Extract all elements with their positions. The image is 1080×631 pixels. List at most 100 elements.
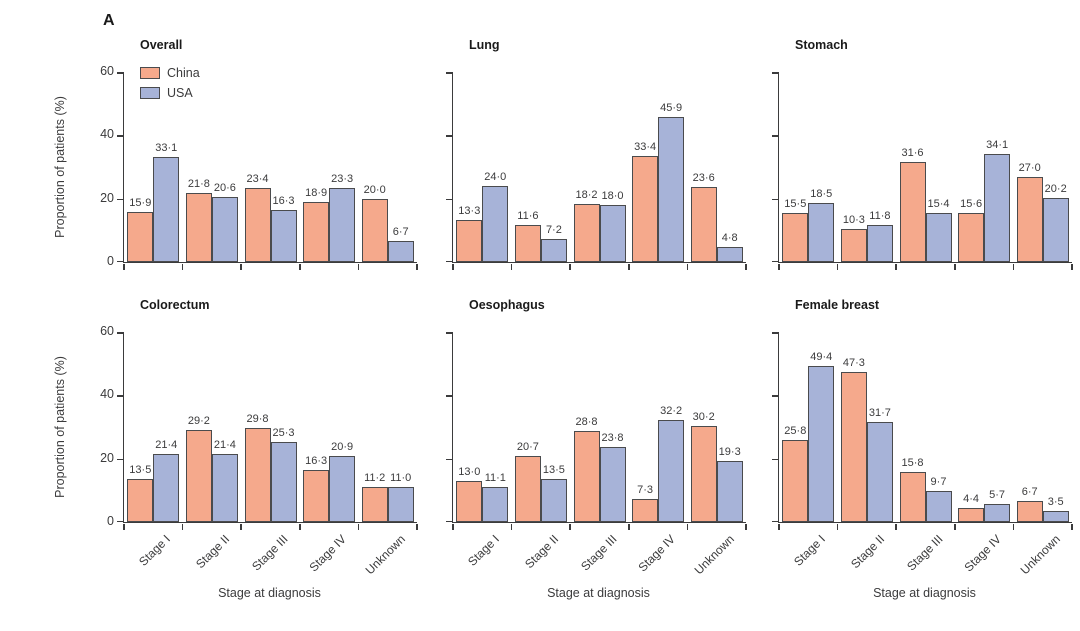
bar-usa-stage-iv — [329, 455, 356, 522]
value-label: 15·4 — [927, 198, 950, 211]
x-tick — [416, 263, 418, 270]
y-tick — [446, 135, 453, 137]
plot-area: 15·5 10·3 31·6 15·6 27·0 18·5 11·8 15·4 34·1 20·2 — [772, 72, 1073, 270]
value-label: 33·1 — [155, 142, 178, 155]
y-tick — [772, 458, 779, 461]
bar-china-stage-iii — [899, 471, 926, 522]
value-label: 3·5 — [1047, 495, 1064, 508]
value-label: 30·2 — [692, 411, 715, 424]
bar-china-stage-ii — [840, 229, 867, 262]
value-label: 13·5 — [129, 464, 152, 477]
legend-swatch-china — [140, 67, 160, 79]
y-tick-label: 40 — [100, 127, 114, 142]
y-axis-title: Proportion of patients (%) — [53, 96, 67, 238]
bar-china-stage-i — [127, 211, 154, 262]
y-tick — [117, 395, 124, 397]
x-tick — [895, 523, 897, 530]
x-category-label: Stage I — [465, 532, 503, 569]
value-label: 20·7 — [516, 441, 539, 454]
value-label: 33·4 — [634, 141, 657, 154]
value-label: 7·2 — [545, 224, 562, 237]
bar-china-stage-iv — [632, 156, 659, 262]
bar-usa-stage-iii — [925, 491, 952, 522]
value-label: 4·4 — [963, 493, 980, 506]
y-tick — [446, 458, 453, 461]
bar-china-stage-ii — [514, 225, 541, 262]
bar-china-stage-ii — [185, 429, 212, 522]
bar-usa-stage-iii — [270, 210, 297, 262]
x-tick — [836, 523, 839, 530]
x-category-label: Stage II — [192, 532, 232, 572]
bar-china-stage-iv — [958, 212, 985, 262]
value-label: 15·8 — [901, 456, 924, 469]
y-tick — [117, 72, 124, 74]
x-tick — [357, 523, 360, 530]
value-label: 6·7 — [392, 225, 409, 238]
bar-usa-stage-iii — [270, 441, 297, 522]
x-category-label: Stage II — [847, 532, 887, 572]
value-label: 45·9 — [660, 101, 683, 114]
value-label: 6·7 — [1021, 485, 1038, 498]
plot-area: 13·0 20·7 28·8 7·3 30·2 11·1 13·5 23·8 32·2 19·3 S… — [446, 332, 747, 577]
value-label: 10·3 — [842, 214, 865, 227]
value-label: 47·3 — [842, 357, 865, 370]
plot-area: 13·3 11·6 18·2 33·4 23·6 24·0 7·2 18·0 45·9 4·8 — [446, 72, 747, 270]
bar-china-unknown — [361, 486, 388, 522]
bar-usa-stage-ii — [540, 479, 567, 522]
y-tick-label: 0 — [107, 514, 114, 528]
x-category-label: Stage II — [521, 532, 561, 572]
x-tick — [745, 523, 747, 530]
bar-usa-unknown — [387, 487, 414, 522]
x-category-label: Stage III — [248, 532, 291, 574]
bar-usa-unknown — [387, 240, 414, 262]
x-category-label: Stage IV — [306, 532, 349, 575]
y-tick-label: 20 — [100, 450, 114, 465]
y-tick — [117, 332, 124, 334]
value-label: 11·1 — [484, 471, 506, 484]
y-tick — [772, 72, 779, 74]
x-tick — [299, 263, 301, 270]
y-tick — [446, 332, 453, 334]
bar-china-stage-iii — [899, 161, 926, 262]
bar-china-stage-iv — [958, 508, 985, 522]
y-axis-title: Proportion of patients (%) — [53, 356, 67, 498]
value-label: 27·0 — [1018, 161, 1041, 174]
value-label: 21·4 — [213, 439, 236, 452]
x-tick — [745, 263, 747, 270]
bar-china-stage-i — [782, 212, 809, 262]
value-label: 20·2 — [1044, 183, 1067, 196]
panel-title-colorectum: Colorectum — [140, 298, 210, 312]
y-tick — [117, 135, 124, 137]
bar-china-unknown — [1016, 500, 1043, 522]
bar-usa-stage-iv — [658, 420, 685, 522]
y-tick — [446, 198, 453, 201]
value-label: 28·8 — [575, 415, 598, 428]
value-label: 25·3 — [272, 426, 295, 439]
bar-usa-unknown — [716, 460, 743, 522]
value-label: 20·6 — [213, 181, 236, 194]
bar-china-stage-iii — [244, 187, 271, 262]
value-label: 32·2 — [660, 405, 683, 418]
x-tick — [628, 523, 630, 530]
legend-label: USA — [167, 86, 193, 100]
y-tick — [446, 395, 453, 397]
y-tick — [772, 135, 779, 137]
panel-title-overall: Overall — [140, 38, 183, 52]
x-tick — [510, 523, 513, 530]
bar-china-stage-i — [127, 479, 154, 522]
x-tick — [686, 523, 689, 530]
bar-usa-unknown — [1042, 510, 1069, 522]
value-label: 18·9 — [305, 187, 328, 200]
y-tick — [772, 260, 779, 262]
x-category-label: Stage I — [791, 532, 829, 569]
x-tick — [954, 263, 956, 270]
value-label: 15·6 — [960, 197, 983, 210]
bar-usa-stage-iv — [984, 154, 1011, 262]
bar-usa-stage-i — [153, 157, 180, 262]
plot-area: 0 20 40 60 13·5 29·2 29·8 16·3 11·2 21·4 21·4 25·3 2… — [53, 324, 418, 577]
x-tick — [416, 523, 418, 530]
panel-title-stomach: Stomach — [795, 38, 848, 52]
bar-usa-stage-ii — [211, 196, 238, 262]
value-label: 19·3 — [718, 445, 741, 458]
value-label: 18·5 — [810, 188, 833, 201]
